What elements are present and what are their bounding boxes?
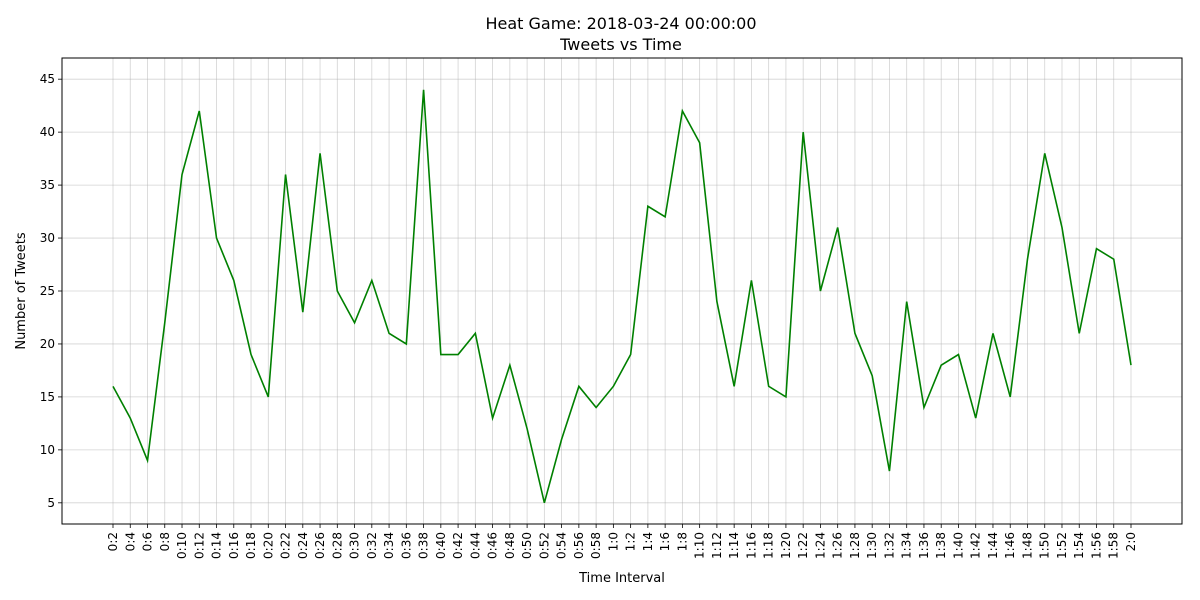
- x-tick-label: 0:50: [520, 532, 534, 559]
- x-tick-label: 0:18: [244, 532, 258, 559]
- x-tick-label: 0:2: [106, 532, 120, 551]
- x-tick-label: 1:32: [882, 532, 896, 559]
- x-tick-label: 0:30: [348, 532, 362, 559]
- x-tick-label: 1:12: [710, 532, 724, 559]
- x-tick-label: 0:42: [451, 532, 465, 559]
- x-tick-label: 0:48: [503, 532, 517, 559]
- y-tick-label: 35: [40, 178, 55, 192]
- x-tick-label: 1:18: [762, 532, 776, 559]
- x-tick-label: 0:6: [141, 532, 155, 551]
- x-tick-label: 0:26: [313, 532, 327, 559]
- x-tick-label: 0:28: [330, 532, 344, 559]
- x-tick-label: 2:0: [1124, 532, 1138, 551]
- x-tick-label: 1:30: [865, 532, 879, 559]
- y-tick-label: 45: [40, 72, 55, 86]
- x-tick-label: 1:34: [900, 532, 914, 559]
- x-tick-label: 1:14: [727, 532, 741, 559]
- x-tick-label: 0:14: [210, 532, 224, 559]
- x-tick-label: 1:48: [1020, 532, 1034, 559]
- y-tick-label: 40: [40, 125, 55, 139]
- x-tick-label: 1:24: [813, 532, 827, 559]
- x-tick-label: 1:56: [1089, 532, 1103, 559]
- x-tick-label: 0:22: [279, 532, 293, 559]
- x-tick-label: 0:46: [486, 532, 500, 559]
- x-tick-label: 0:20: [261, 532, 275, 559]
- x-axis-label: Time Interval: [578, 571, 665, 586]
- y-axis-ticks: 5 10 15 20 25 30 35 40 45: [40, 72, 62, 510]
- x-tick-label: 1:38: [934, 532, 948, 559]
- tweets-series-line: [112, 89, 1132, 504]
- plot-frame: [61, 57, 1183, 525]
- x-tick-label: 1:10: [693, 532, 707, 559]
- x-tick-label: 0:58: [589, 532, 603, 559]
- x-tick-label: 1:0: [606, 532, 620, 551]
- grid: [62, 58, 1182, 524]
- x-tick-label: 1:40: [951, 532, 965, 559]
- y-tick-label: 15: [40, 390, 55, 404]
- x-tick-label: 0:32: [365, 532, 379, 559]
- y-tick-label: 25: [40, 284, 55, 298]
- x-tick-label: 0:54: [555, 532, 569, 559]
- y-tick-label: 30: [40, 231, 55, 245]
- x-tick-label: 0:34: [382, 532, 396, 559]
- x-tick-label: 0:10: [175, 532, 189, 559]
- x-tick-label: 0:36: [399, 532, 413, 559]
- x-tick-label: 0:40: [434, 532, 448, 559]
- x-tick-label: 0:12: [192, 532, 206, 559]
- x-tick-label: 1:36: [917, 532, 931, 559]
- x-tick-label: 1:26: [831, 532, 845, 559]
- y-tick-label: 20: [40, 337, 55, 351]
- x-tick-label: 1:4: [641, 532, 655, 551]
- y-tick-label: 10: [40, 443, 55, 457]
- x-tick-label: 0:8: [158, 532, 172, 551]
- x-tick-label: 0:56: [572, 532, 586, 559]
- x-tick-label: 0:52: [537, 532, 551, 559]
- x-tick-label: 1:50: [1038, 532, 1052, 559]
- x-tick-label: 1:22: [796, 532, 810, 559]
- x-tick-label: 0:4: [123, 532, 137, 551]
- x-tick-label: 1:44: [986, 532, 1000, 559]
- x-tick-label: 1:6: [658, 532, 672, 551]
- x-tick-label: 0:38: [417, 532, 431, 559]
- x-axis-ticks: 0:2 0:4 0:6 0:8 0:10 0:12 0:14 0:16 0:18 0:20 0:22…: [106, 524, 1138, 559]
- x-tick-label: 1:52: [1055, 532, 1069, 559]
- x-tick-label: 1:2: [624, 532, 638, 551]
- x-tick-label: 0:16: [227, 532, 241, 559]
- y-axis-label: Number of Tweets: [14, 232, 29, 350]
- x-tick-label: 1:46: [1003, 532, 1017, 559]
- x-tick-label: 1:58: [1107, 532, 1121, 559]
- x-tick-label: 1:8: [675, 532, 689, 551]
- x-tick-label: 1:54: [1072, 532, 1086, 559]
- chart-title: Heat Game: 2018-03-24 00:00:00: [485, 14, 756, 33]
- x-tick-label: 1:42: [969, 532, 983, 559]
- chart-subtitle: Tweets vs Time: [559, 35, 682, 54]
- x-tick-label: 1:16: [744, 532, 758, 559]
- x-tick-label: 0:24: [296, 532, 310, 559]
- y-tick-label: 5: [47, 496, 55, 510]
- x-tick-label: 0:44: [468, 532, 482, 559]
- x-tick-label: 1:20: [779, 532, 793, 559]
- x-tick-label: 1:28: [848, 532, 862, 559]
